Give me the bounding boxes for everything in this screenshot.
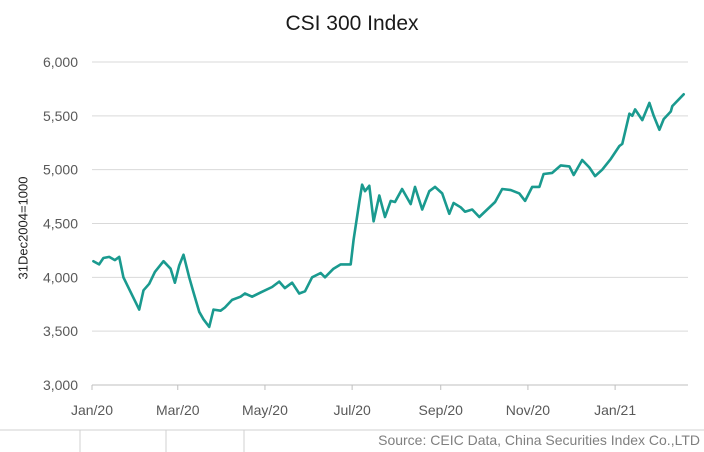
x-tick-label: Jan/20 — [71, 402, 113, 418]
footer-rules — [0, 429, 704, 452]
x-tick-marks — [91, 385, 616, 390]
x-tick-label: Sep/20 — [419, 402, 464, 418]
y-tick-label: 4,000 — [43, 269, 78, 285]
y-tick-labels: 3,000 3,500 4,000 4,500 5,000 5,500 6,000 — [43, 54, 78, 393]
x-tick-label: Jan/21 — [594, 402, 636, 418]
x-tick-labels: Jan/20 Mar/20 May/20 Jul/20 Sep/20 Nov/20 Jan/… — [71, 402, 636, 418]
chart-title: CSI 300 Index — [285, 12, 419, 35]
source-note: Source: CEIC Data, China Securities Inde… — [378, 432, 700, 448]
x-tick-label: Jul/20 — [333, 402, 371, 418]
y-tick-label: 6,000 — [43, 54, 78, 70]
y-tick-label: 4,500 — [43, 216, 78, 232]
y-tick-label: 3,000 — [43, 377, 78, 393]
y-tick-label: 3,500 — [43, 323, 78, 339]
series-line-csi300 — [92, 93, 685, 329]
gridlines — [92, 61, 688, 332]
x-tick-label: Nov/20 — [506, 402, 551, 418]
x-tick-label: Mar/20 — [156, 402, 200, 418]
y-tick-label: 5,500 — [43, 108, 78, 124]
x-tick-label: May/20 — [242, 402, 288, 418]
y-tick-label: 5,000 — [43, 162, 78, 178]
